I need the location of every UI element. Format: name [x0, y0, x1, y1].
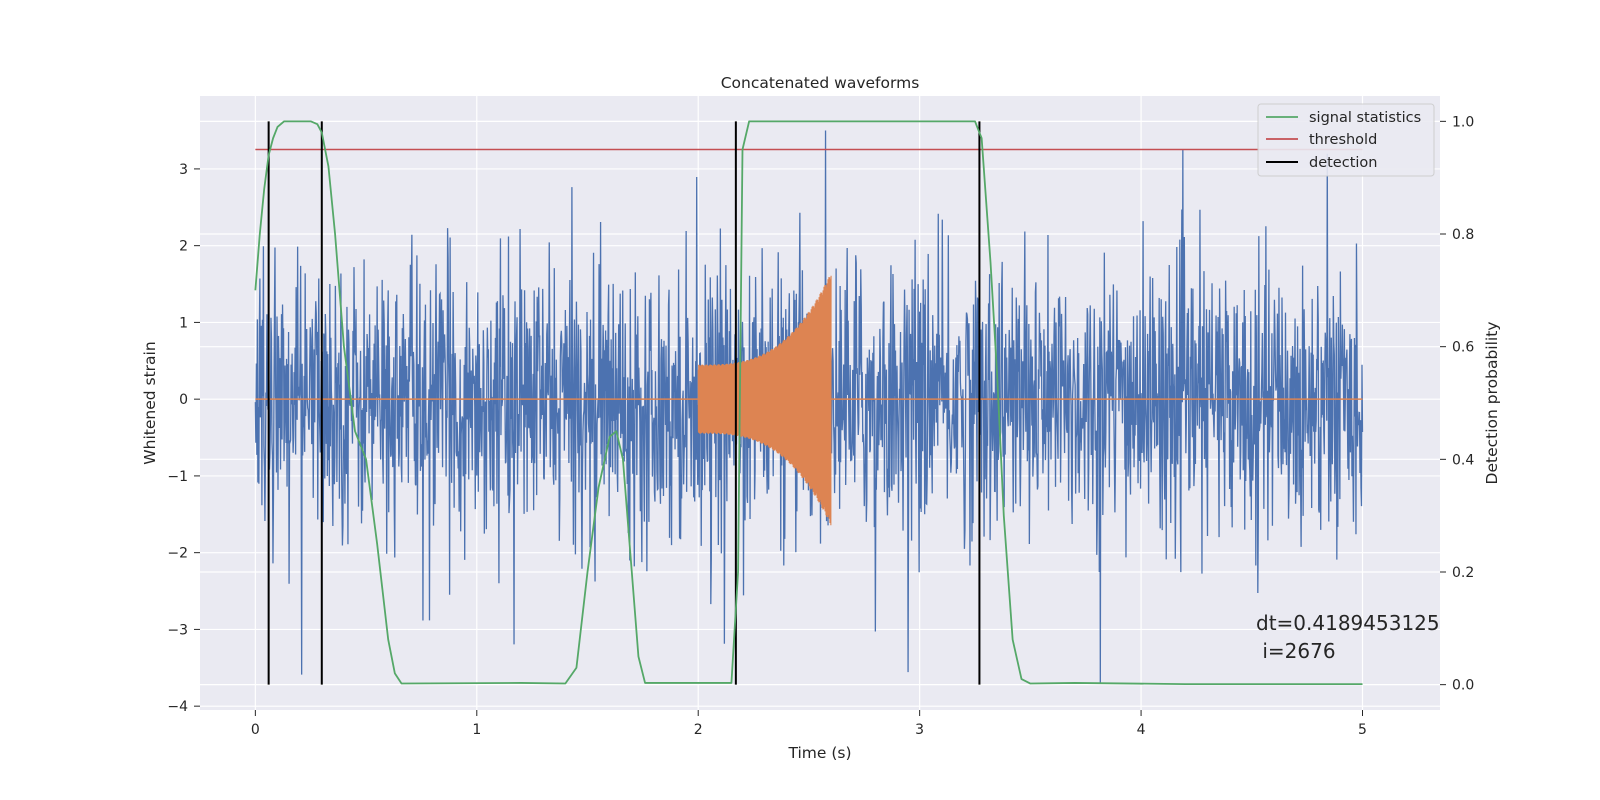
y-tick-label: 3 — [179, 162, 188, 178]
y-tick-label: −4 — [167, 699, 188, 715]
y-axis-right: 0.0 0.2 0.4 0.6 0.8 1.0 — [1440, 114, 1474, 694]
statistic-line — [254, 120, 1363, 685]
y2-tick-label: 1.0 — [1452, 114, 1474, 130]
x-tick-label: 4 — [1137, 722, 1146, 738]
x-axis: 0 1 2 3 4 5 — [251, 710, 1367, 738]
annotation-dt: dt=0.4189453125 — [1256, 611, 1440, 635]
x-tick-label: 3 — [915, 722, 924, 738]
y2-tick-label: 0.0 — [1452, 678, 1474, 694]
y2-tick-label: 0.6 — [1452, 340, 1474, 356]
y-axis-left: −4 −3 −2 −1 0 1 2 3 — [167, 162, 200, 715]
legend-label-detection: detection — [1309, 155, 1377, 171]
y2-tick-label: 0.2 — [1452, 565, 1474, 581]
y-tick-label: −1 — [167, 469, 188, 485]
injection-series — [255, 275, 1363, 526]
injection-chirp — [697, 275, 832, 526]
legend-label-threshold: threshold — [1309, 132, 1377, 148]
legend: signal statistics threshold detection — [1257, 103, 1435, 177]
y-tick-label: 0 — [179, 392, 188, 408]
y2-axis-label: Detection probability — [1483, 322, 1501, 485]
y2-tick-label: 0.4 — [1452, 452, 1474, 468]
annotation-i: i=2676 — [1256, 639, 1336, 663]
y-tick-label: −2 — [167, 546, 188, 562]
x-tick-label: 0 — [251, 722, 260, 738]
detection-series — [267, 121, 981, 685]
statistic-series — [254, 120, 1363, 685]
y-tick-label: 1 — [179, 315, 188, 331]
x-tick-label: 2 — [694, 722, 703, 738]
x-tick-label: 1 — [472, 722, 481, 738]
x-axis-label: Time (s) — [787, 744, 851, 762]
y-axis-label: Whitened strain — [141, 341, 159, 464]
y2-tick-label: 0.8 — [1452, 227, 1474, 243]
chart-title: Concatenated waveforms — [721, 74, 920, 92]
legend-label-statistic: signal statistics — [1309, 110, 1421, 126]
y-tick-label: 2 — [179, 239, 188, 255]
x-tick-label: 5 — [1358, 722, 1367, 738]
y-tick-label: −3 — [167, 622, 188, 638]
legend-box — [1257, 103, 1435, 177]
